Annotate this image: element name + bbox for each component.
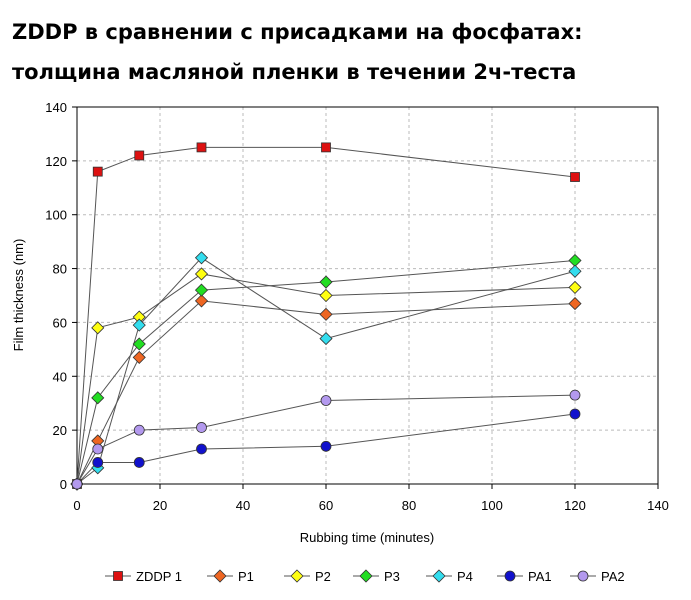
gridlines bbox=[77, 107, 658, 484]
data-point-p3 bbox=[194, 283, 209, 297]
legend-marker-p1 bbox=[213, 569, 227, 583]
x-tick-label: 60 bbox=[319, 498, 333, 513]
data-point-p4 bbox=[194, 251, 209, 265]
data-point-p2 bbox=[319, 288, 333, 303]
chart-title-line-1: ZDDP в сравнении с присадками на фосфата… bbox=[12, 20, 583, 44]
y-tick-label: 120 bbox=[45, 154, 67, 169]
y-tick-label: 80 bbox=[53, 262, 67, 277]
x-tick-label: 140 bbox=[647, 498, 669, 513]
legend-item-p2: P2 bbox=[284, 569, 331, 584]
legend-marker-zddp-1 bbox=[113, 571, 123, 581]
data-point-p4 bbox=[568, 264, 582, 278]
legend-label: P3 bbox=[384, 569, 400, 584]
legend-marker-p4 bbox=[432, 569, 446, 583]
data-point-zddp-1 bbox=[196, 142, 207, 153]
data-point-p4 bbox=[132, 318, 146, 332]
data-point-pa1 bbox=[196, 443, 207, 455]
data-point-p1 bbox=[568, 297, 582, 311]
data-point-pa2 bbox=[320, 395, 332, 406]
series-line-p3 bbox=[76, 259, 576, 485]
y-tick-label: 60 bbox=[53, 315, 67, 330]
legend-marker-pa1 bbox=[504, 570, 516, 582]
legend-item-zddp-1: ZDDP 1 bbox=[105, 569, 182, 584]
series-line-p2 bbox=[76, 273, 576, 485]
legend-marker-pa2 bbox=[577, 570, 589, 582]
series-markers bbox=[70, 142, 582, 491]
y-tick-label: 0 bbox=[60, 477, 67, 492]
data-point-p1 bbox=[319, 307, 333, 321]
y-axis-label: Film thickness (nm) bbox=[11, 239, 26, 352]
chart-title-line-2: толщина масляной пленки в течении 2ч-тес… bbox=[12, 60, 577, 84]
y-tick-label: 140 bbox=[45, 100, 67, 115]
legend-label: P2 bbox=[315, 569, 331, 584]
data-point-p2 bbox=[194, 267, 209, 281]
data-point-p1 bbox=[194, 294, 209, 308]
legend-label: P4 bbox=[457, 569, 473, 584]
data-point-pa2 bbox=[569, 389, 581, 401]
y-tick-label: 40 bbox=[53, 369, 67, 384]
data-point-pa1 bbox=[92, 457, 104, 468]
legend-label: PA2 bbox=[601, 569, 625, 584]
data-point-pa2 bbox=[133, 424, 145, 436]
plot-area bbox=[76, 106, 659, 485]
data-point-pa1 bbox=[133, 457, 145, 468]
x-tick-label: 120 bbox=[564, 498, 586, 513]
legend-label: ZDDP 1 bbox=[136, 569, 182, 584]
data-point-p1 bbox=[132, 350, 146, 365]
legend: ZDDP 1 P1 P2 P3 P4 PA1 PA2 bbox=[105, 569, 625, 584]
data-point-pa1 bbox=[569, 408, 581, 420]
legend-label: P1 bbox=[238, 569, 254, 584]
axis-ticks: 0 20 40 60 80 100 120 140 0 20 40 60 80 100 120 140 bbox=[45, 100, 669, 513]
legend-marker-p3 bbox=[359, 569, 373, 583]
x-tick-label: 80 bbox=[402, 498, 416, 513]
series-line-zddp-1 bbox=[76, 146, 576, 485]
data-point-p2 bbox=[568, 280, 582, 294]
legend-item-p3: P3 bbox=[353, 569, 400, 584]
y-tick-label: 20 bbox=[53, 423, 67, 438]
series-line-pa2 bbox=[76, 394, 576, 485]
legend-item-pa1: PA1 bbox=[497, 569, 552, 584]
x-tick-label: 40 bbox=[236, 498, 250, 513]
data-point-pa1 bbox=[320, 440, 332, 452]
data-point-pa2 bbox=[92, 443, 104, 455]
data-point-p4 bbox=[319, 332, 333, 346]
data-point-p3 bbox=[132, 337, 146, 351]
data-point-zddp-1 bbox=[92, 166, 103, 177]
legend-marker-p2 bbox=[290, 569, 304, 583]
x-tick-label: 100 bbox=[481, 498, 503, 513]
data-point-zddp-1 bbox=[570, 172, 580, 182]
x-tick-label: 0 bbox=[73, 498, 80, 513]
legend-item-pa2: PA2 bbox=[570, 569, 625, 584]
y-tick-label: 100 bbox=[45, 208, 67, 223]
data-point-pa2 bbox=[71, 478, 83, 490]
x-axis-label: Rubbing time (minutes) bbox=[300, 530, 434, 545]
data-point-zddp-1 bbox=[134, 150, 145, 161]
data-point-p2 bbox=[91, 321, 105, 335]
legend-item-p1: P1 bbox=[207, 569, 254, 584]
data-point-p3 bbox=[319, 275, 333, 289]
x-tick-label: 20 bbox=[153, 498, 167, 513]
legend-item-p4: P4 bbox=[426, 569, 473, 584]
data-point-p3 bbox=[91, 391, 105, 405]
data-point-pa2 bbox=[196, 422, 207, 433]
data-point-p3 bbox=[568, 253, 582, 268]
data-point-zddp-1 bbox=[321, 142, 331, 153]
legend-label: PA1 bbox=[528, 569, 552, 584]
